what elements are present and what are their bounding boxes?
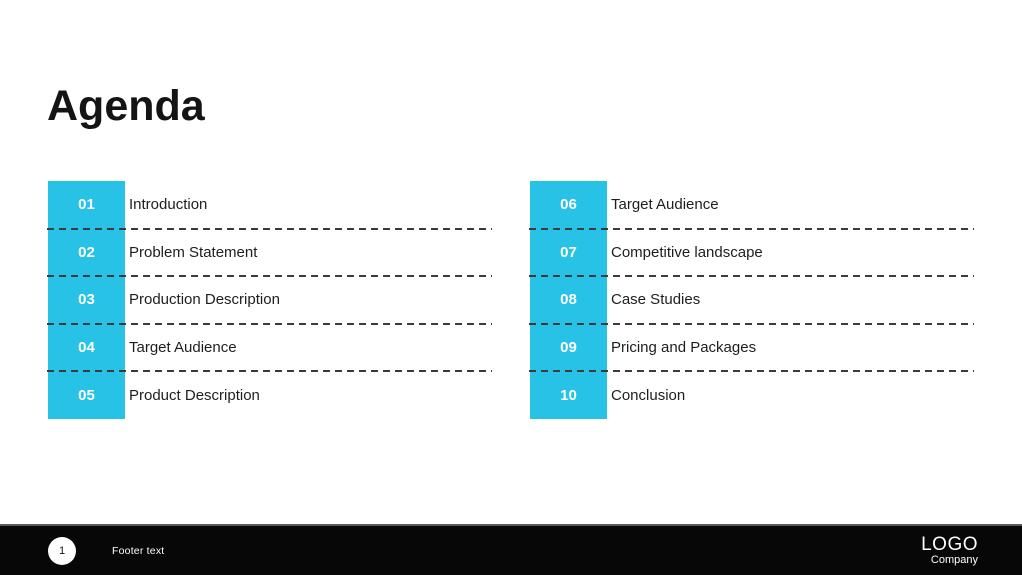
agenda-item-row: 10 Conclusion [530,371,974,419]
agenda-item-number: 02 [78,243,95,261]
agenda-item-row: 02 Problem Statement [47,229,492,277]
agenda-item-label: Conclusion [611,386,686,404]
company-logo: LOGO Company [921,533,978,566]
agenda-item-number: 04 [78,339,95,357]
agenda-item-number: 09 [560,339,577,357]
agenda-item-number: 08 [560,291,577,309]
agenda-item-label: Problem Statement [129,243,258,261]
agenda-item-row: 09 Pricing and Packages [529,324,974,372]
logo-subtext: Company [930,553,978,566]
page-number-badge: 1 [48,536,76,565]
agenda-item-row: 06 Target Audience [529,181,974,230]
agenda-column-left: 01 Introduction 02 Problem Statement 03 … [47,181,492,419]
agenda-item-row: 03 Production Description [47,276,492,325]
agenda-item-label: Competitive landscape [611,243,763,261]
agenda-item-row: 04 Target Audience [47,324,492,372]
slide-title: Agenda [47,82,205,130]
agenda-item-number: 06 [560,196,577,214]
agenda-item-label: Production Description [129,291,280,309]
page-number: 1 [58,544,66,557]
agenda-item-row: 08 Case Studies [529,276,974,325]
agenda-item-number: 05 [78,386,95,404]
slide-footer: 1 Footer text LOGO Company [0,524,1022,575]
agenda-grid: 01 Introduction 02 Problem Statement 03 … [47,181,974,419]
agenda-item-number: 03 [78,291,95,309]
agenda-item-row: 05 Product Description [48,371,492,419]
agenda-item-label: Target Audience [611,196,719,214]
logo-text: LOGO [921,533,978,555]
agenda-item-row: 07 Competitive landscape [529,229,974,277]
footer-text: Footer text [112,544,165,557]
agenda-item-label: Case Studies [611,291,701,309]
agenda-column-right: 06 Target Audience 07 Competitive landsc… [529,181,974,419]
agenda-item-number: 07 [560,243,577,261]
agenda-item-label: Product Description [129,386,260,404]
agenda-item-number: 10 [560,386,577,404]
agenda-item-label: Introduction [129,196,208,214]
agenda-item-number: 01 [78,196,95,214]
agenda-item-label: Pricing and Packages [611,339,757,357]
agenda-item-label: Target Audience [129,339,237,357]
agenda-item-row: 01 Introduction [47,181,492,230]
